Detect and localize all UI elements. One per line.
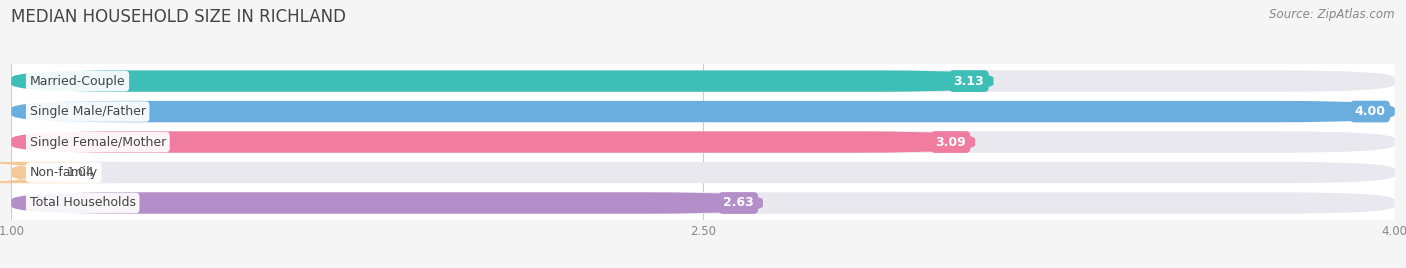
Text: Single Male/Father: Single Male/Father <box>30 105 146 118</box>
FancyBboxPatch shape <box>11 192 763 214</box>
FancyBboxPatch shape <box>11 101 1395 122</box>
FancyBboxPatch shape <box>11 162 1395 183</box>
FancyBboxPatch shape <box>11 131 976 153</box>
Text: 2.63: 2.63 <box>723 196 754 210</box>
Text: MEDIAN HOUSEHOLD SIZE IN RICHLAND: MEDIAN HOUSEHOLD SIZE IN RICHLAND <box>11 8 346 26</box>
Text: Married-Couple: Married-Couple <box>30 75 125 88</box>
FancyBboxPatch shape <box>11 192 1395 214</box>
FancyBboxPatch shape <box>11 101 1395 122</box>
FancyBboxPatch shape <box>0 162 127 183</box>
Text: 4.00: 4.00 <box>1354 105 1385 118</box>
Text: Source: ZipAtlas.com: Source: ZipAtlas.com <box>1270 8 1395 21</box>
Text: Total Households: Total Households <box>30 196 136 210</box>
Text: 1.04: 1.04 <box>66 166 94 179</box>
Text: 3.09: 3.09 <box>935 136 966 148</box>
Text: Non-family: Non-family <box>30 166 98 179</box>
Text: 3.13: 3.13 <box>953 75 984 88</box>
FancyBboxPatch shape <box>11 70 1395 92</box>
Text: Single Female/Mother: Single Female/Mother <box>30 136 166 148</box>
FancyBboxPatch shape <box>11 70 994 92</box>
FancyBboxPatch shape <box>11 131 1395 153</box>
